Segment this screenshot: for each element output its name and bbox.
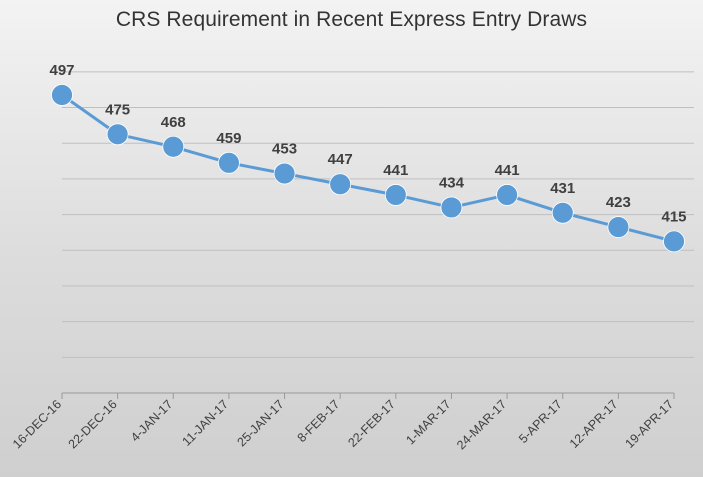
data-point — [106, 123, 129, 146]
x-tick-label: 24-MAR-17 — [454, 397, 509, 452]
data-label: 441 — [495, 162, 520, 179]
x-tick-label: 5-APR-17 — [516, 397, 565, 446]
data-label: 497 — [49, 62, 74, 79]
data-label: 423 — [606, 194, 631, 211]
data-label: 453 — [272, 141, 297, 158]
series-line — [61, 93, 675, 243]
chart-title: CRS Requirement in Recent Express Entry … — [115, 8, 588, 31]
data-point — [496, 184, 518, 206]
data-point — [440, 196, 463, 219]
x-tick-label: 22-DEC-16 — [66, 397, 120, 451]
data-point — [273, 162, 296, 185]
gridlines — [62, 71, 694, 358]
x-tick-label: 4-JAN-17 — [128, 397, 175, 444]
x-tick-labels: 16-DEC-16 22-DEC-16 4-JAN-17 11-JAN-17 25-JA… — [10, 397, 676, 452]
data-label: 434 — [439, 174, 465, 191]
data-label: 415 — [661, 208, 686, 225]
data-label: 468 — [161, 114, 186, 131]
x-tick-label: 25-JAN-17 — [235, 397, 287, 449]
data-label: 447 — [328, 151, 353, 168]
data-point — [51, 84, 73, 106]
data-label: 431 — [550, 180, 575, 197]
data-point — [607, 216, 630, 238]
x-tick-label: 11-JAN-17 — [180, 397, 232, 449]
x-tick-label: 22-FEB-17 — [345, 397, 398, 450]
data-point — [384, 184, 407, 206]
x-tick-label: 8-FEB-17 — [295, 397, 343, 445]
data-point — [162, 135, 185, 158]
x-tick-label: 12-APR-17 — [567, 397, 621, 451]
data-points — [51, 84, 685, 253]
x-tick-label: 1-MAR-17 — [403, 397, 453, 447]
x-tick-label: 19-APR-17 — [622, 397, 676, 451]
data-point — [329, 173, 352, 196]
x-axis — [61, 392, 675, 399]
data-label: 475 — [105, 101, 130, 118]
series-line-path — [61, 93, 675, 243]
data-point — [663, 230, 685, 253]
data-point — [218, 151, 240, 174]
data-point — [551, 201, 574, 224]
x-tick-label: 16-DEC-16 — [10, 397, 64, 451]
data-label: 441 — [383, 162, 408, 179]
data-label: 459 — [216, 130, 241, 147]
data-labels: 497 475 468 459 453 447 441 434 441 431 423 415 — [49, 62, 686, 225]
